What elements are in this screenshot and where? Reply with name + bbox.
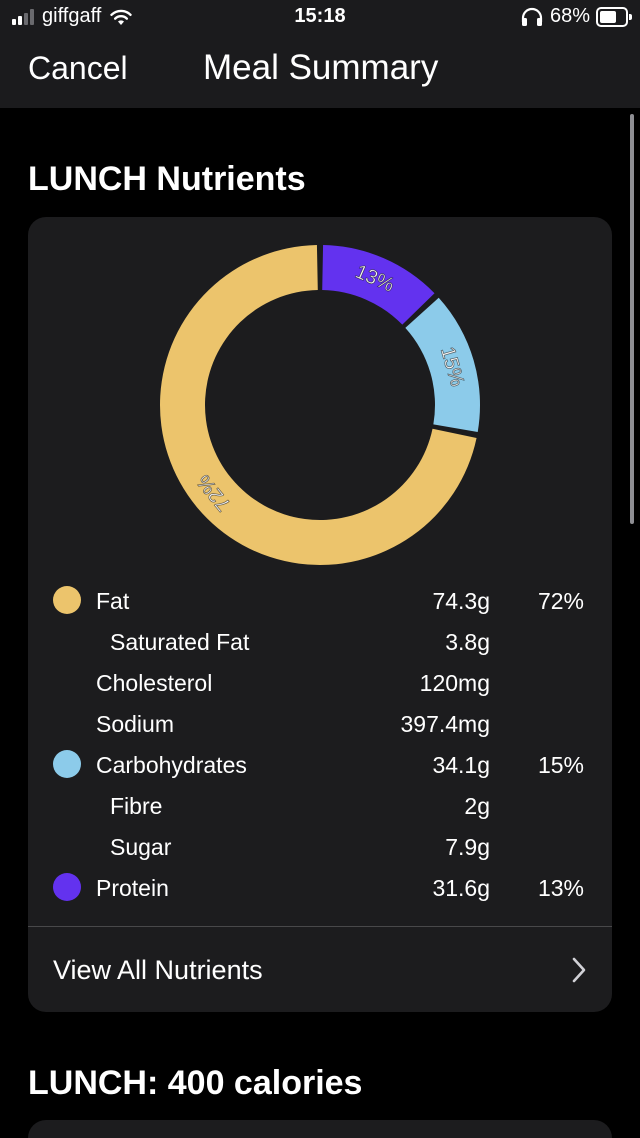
page-title: Meal Summary — [203, 48, 439, 87]
nutrient-row: Sodium 397.4mg — [28, 702, 612, 743]
divider — [28, 926, 612, 927]
nutrient-amount: 31.6g — [432, 875, 490, 901]
nutrient-row: Fibre 2g — [28, 784, 612, 825]
scrollbar[interactable] — [630, 114, 634, 524]
status-left: giffgaff — [12, 5, 133, 28]
nutrient-name: Cholesterol — [96, 670, 213, 696]
nutrient-amount: 120mg — [419, 670, 490, 696]
nutrient-name: Protein — [96, 875, 169, 901]
nutrient-percent: 13% — [537, 875, 584, 901]
nutrients-card: 13% 15% 72% Fat 74.3g 72% Saturated Fat 3.8g Ch… — [28, 217, 612, 1012]
donut-slice-carbohydrates — [405, 297, 480, 432]
nutrient-name: Sugar — [110, 834, 172, 860]
nutrient-list: Fat 74.3g 72% Saturated Fat 3.8g Cholesterol 1… — [28, 579, 612, 907]
cancel-button[interactable]: Cancel — [28, 50, 128, 86]
view-all-nutrients-button[interactable]: View All Nutrients — [28, 927, 612, 1012]
battery-icon — [596, 6, 632, 27]
macro-donut-chart: 13%15%72% — [160, 245, 480, 565]
battery-level-fill — [600, 10, 617, 23]
nutrient-amount: 74.3g — [432, 588, 490, 614]
wifi-icon — [110, 9, 133, 25]
signal-strength-icon — [12, 8, 34, 25]
nutrient-row: Sugar 7.9g — [28, 825, 612, 866]
nutrient-row: Fat 74.3g 72% — [28, 579, 612, 620]
nutrient-row: Cholesterol 120mg — [28, 661, 612, 702]
donut-slice-protein — [322, 245, 435, 325]
nutrient-name: Sodium — [96, 711, 174, 737]
nutrient-amount: 397.4mg — [400, 711, 490, 737]
battery-tip — [629, 13, 632, 20]
status-time: 15:18 — [294, 5, 346, 27]
nutrient-amount: 7.9g — [445, 834, 490, 860]
nutrient-name: Fibre — [110, 793, 163, 819]
navigation-bar: Cancel Meal Summary — [0, 36, 640, 108]
chevron-right-icon — [572, 957, 586, 983]
calories-card — [28, 1120, 612, 1138]
headphones-icon — [521, 7, 543, 26]
legend-dot-protein — [53, 873, 81, 901]
status-bar: giffgaff 15:18 68% — [0, 0, 640, 36]
nutrient-percent: 15% — [537, 752, 584, 778]
nutrient-name: Saturated Fat — [110, 629, 250, 655]
nutrient-amount: 3.8g — [445, 629, 490, 655]
nutrient-name: Fat — [96, 588, 130, 614]
nutrient-amount: 2g — [464, 793, 490, 819]
calories-heading: LUNCH: 400 calories — [28, 1064, 363, 1102]
status-right: 68% — [520, 5, 632, 28]
legend-dot-carbohydrates — [53, 750, 81, 778]
battery-percent: 68% — [549, 5, 590, 27]
nutrient-row: Saturated Fat 3.8g — [28, 620, 612, 661]
nutrient-row: Protein 31.6g 13% — [28, 866, 612, 907]
legend-dot-fat — [53, 586, 81, 614]
nutrient-name: Carbohydrates — [96, 752, 247, 778]
view-all-nutrients-label: View All Nutrients — [53, 955, 263, 985]
nutrient-row: Carbohydrates 34.1g 15% — [28, 743, 612, 784]
nutrient-amount: 34.1g — [432, 752, 490, 778]
nutrients-heading: LUNCH Nutrients — [28, 160, 306, 198]
carrier-name: giffgaff — [42, 5, 102, 27]
nutrient-percent: 72% — [537, 588, 584, 614]
